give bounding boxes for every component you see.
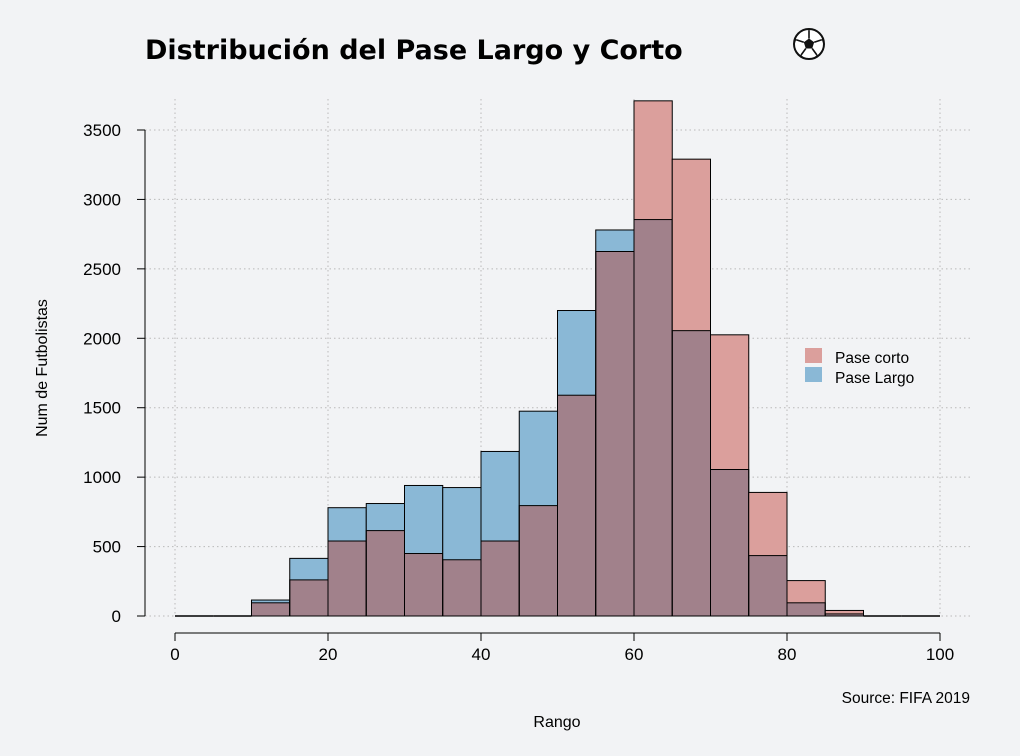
- histogram-bar-overlap: [557, 395, 596, 616]
- y-tick-label: 3000: [83, 190, 121, 209]
- y-tick-label: 2500: [83, 260, 121, 279]
- histogram-bar-pase-corto: [672, 159, 711, 331]
- chart-title: Distribución del Pase Largo y Corto: [145, 35, 683, 66]
- bar-outline-pase-largo: [786, 602, 826, 617]
- histogram-bar-pase-largo: [289, 558, 328, 580]
- histogram-bar-pase-largo: [442, 487, 481, 560]
- x-tick-label: 20: [319, 645, 338, 664]
- histogram-bar-pase-corto: [787, 580, 826, 603]
- y-tick-label: 1000: [83, 468, 121, 487]
- legend-label-pase-corto: Pase corto: [835, 350, 909, 367]
- legend-label-pase-largo: Pase Largo: [835, 370, 914, 387]
- y-tick-label: 1500: [83, 399, 121, 418]
- legend-swatch-pase-largo: [805, 367, 822, 382]
- y-axis-label: Num de Futbolistas: [34, 299, 51, 437]
- histogram-bar-overlap: [251, 602, 290, 616]
- y-tick-label: 500: [93, 538, 121, 557]
- y-tick-label: 0: [112, 607, 121, 626]
- histogram-bar-overlap: [825, 613, 864, 616]
- bars: [175, 100, 940, 617]
- x-tick-label: 60: [625, 645, 644, 664]
- histogram-bar-pase-largo: [404, 485, 443, 554]
- histogram-bar-pase-largo: [328, 507, 367, 542]
- histogram-bar-overlap: [634, 219, 673, 616]
- histogram-bar-overlap: [519, 505, 558, 616]
- histogram-bar-pase-corto: [748, 492, 787, 556]
- legend-swatch-pase-corto: [805, 348, 822, 363]
- legend: Pase corto Pase Largo: [805, 348, 914, 387]
- histogram-bar-pase-corto: [634, 100, 673, 220]
- histogram-bar-pase-largo: [251, 600, 290, 603]
- histogram-bar-pase-corto: [710, 334, 749, 470]
- x-tick-label: 80: [778, 645, 797, 664]
- histogram-bar-overlap: [481, 541, 520, 616]
- source-caption: Source: FIFA 2019: [842, 690, 970, 707]
- histogram-bar-overlap: [595, 251, 634, 616]
- histogram-bar-overlap: [787, 602, 826, 616]
- histogram-bar-overlap: [289, 579, 328, 616]
- histogram-bar-overlap: [404, 553, 443, 616]
- x-tick-label: 100: [926, 645, 954, 664]
- histogram-bar-pase-largo: [481, 451, 520, 542]
- histogram-bar-overlap: [748, 555, 787, 616]
- histogram-bar-overlap: [672, 330, 711, 616]
- histogram-bar-overlap: [710, 469, 749, 616]
- x-tick-label: 40: [472, 645, 491, 664]
- histogram-bar-pase-largo: [557, 310, 596, 396]
- bar-outline-pase-largo: [824, 613, 864, 617]
- soccer-ball-icon: [793, 28, 825, 60]
- y-tick-label: 2000: [83, 329, 121, 348]
- histogram-bar-overlap: [328, 541, 367, 616]
- histogram-bar-overlap: [442, 559, 481, 616]
- histogram-bar-pase-largo: [519, 411, 558, 506]
- histogram-bar-pase-largo: [366, 503, 405, 531]
- histogram-bar-pase-corto: [825, 610, 864, 614]
- x-tick-label: 0: [170, 645, 179, 664]
- x-axis-label: Rango: [533, 714, 580, 731]
- histogram-bar-pase-largo: [595, 229, 634, 252]
- y-tick-label: 3500: [83, 121, 121, 140]
- histogram-bar-overlap: [366, 530, 405, 616]
